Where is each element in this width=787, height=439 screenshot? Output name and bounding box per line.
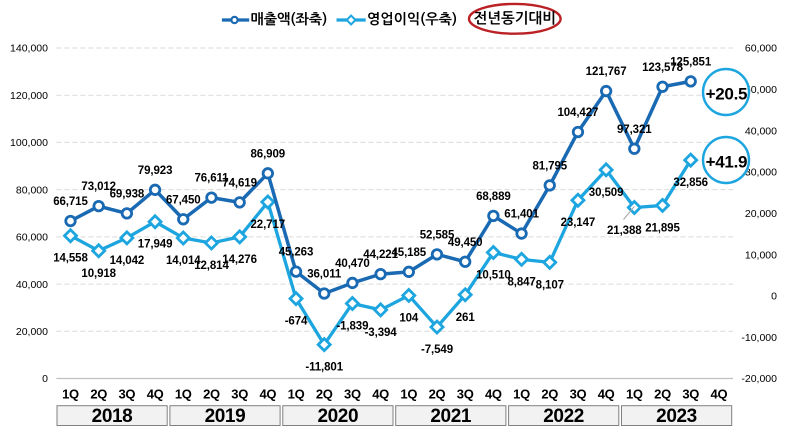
svg-text:-3,394: -3,394 (365, 327, 398, 339)
svg-text:79,923: 79,923 (138, 165, 173, 177)
svg-text:2022: 2022 (543, 406, 584, 427)
svg-text:125,851: 125,851 (670, 56, 712, 68)
svg-text:74,619: 74,619 (222, 177, 257, 189)
svg-text:49,450: 49,450 (448, 237, 483, 249)
svg-text:40,470: 40,470 (335, 258, 370, 270)
svg-text:80,000: 80,000 (16, 184, 48, 196)
svg-text:67,450: 67,450 (166, 194, 201, 206)
svg-text:12,814: 12,814 (194, 260, 229, 272)
svg-text:14,276: 14,276 (222, 254, 257, 266)
svg-text:40,000: 40,000 (16, 279, 48, 291)
svg-text:76,611: 76,611 (195, 173, 230, 185)
svg-text:1Q: 1Q (175, 387, 192, 402)
svg-text:2Q: 2Q (316, 387, 333, 402)
svg-text:10,000: 10,000 (745, 249, 777, 261)
svg-text:20,000: 20,000 (16, 326, 48, 338)
svg-text:30,509: 30,509 (589, 187, 624, 199)
svg-text:17,949: 17,949 (138, 239, 173, 251)
svg-text:2Q: 2Q (429, 387, 446, 402)
svg-text:60,000: 60,000 (745, 43, 777, 55)
svg-text:+20.5: +20.5 (706, 85, 748, 104)
svg-text:123,578: 123,578 (642, 62, 684, 74)
svg-text:14,558: 14,558 (53, 253, 88, 265)
svg-text:+41.9: +41.9 (706, 153, 748, 172)
svg-text:1Q: 1Q (513, 387, 530, 402)
svg-text:40,000: 40,000 (745, 125, 777, 137)
svg-text:100,000: 100,000 (10, 137, 48, 149)
svg-text:45,263: 45,263 (279, 247, 314, 259)
svg-text:52,585: 52,585 (420, 229, 455, 241)
svg-text:14,042: 14,042 (110, 255, 145, 267)
svg-text:3Q: 3Q (231, 387, 248, 402)
svg-text:22,717: 22,717 (251, 219, 286, 231)
svg-text:-11,801: -11,801 (305, 362, 343, 374)
svg-text:8,107: 8,107 (536, 279, 564, 291)
svg-text:1Q: 1Q (400, 387, 417, 402)
svg-text:104: 104 (399, 312, 419, 324)
svg-text:14,014: 14,014 (166, 255, 201, 267)
svg-text:68,889: 68,889 (476, 191, 511, 203)
svg-text:3Q: 3Q (682, 387, 699, 402)
svg-text:97,321: 97,321 (617, 124, 652, 136)
svg-text:21,895: 21,895 (645, 222, 680, 234)
svg-text:1Q: 1Q (288, 387, 305, 402)
svg-text:1Q: 1Q (626, 387, 643, 402)
svg-text:3Q: 3Q (119, 387, 136, 402)
svg-text:20,000: 20,000 (745, 208, 777, 220)
svg-text:-10,000: -10,000 (741, 332, 777, 344)
svg-text:104,427: 104,427 (557, 107, 598, 119)
svg-text:3Q: 3Q (457, 387, 474, 402)
svg-text:-1,839: -1,839 (336, 321, 368, 333)
svg-text:69,938: 69,938 (110, 188, 145, 200)
svg-text:4Q: 4Q (372, 387, 389, 402)
svg-text:66,715: 66,715 (53, 196, 88, 208)
svg-text:261: 261 (456, 312, 476, 324)
svg-text:50,000: 50,000 (745, 84, 777, 96)
svg-text:2021: 2021 (430, 406, 472, 427)
svg-text:30,000: 30,000 (745, 167, 777, 179)
svg-text:4Q: 4Q (485, 387, 502, 402)
svg-text:21,388: 21,388 (607, 225, 642, 237)
svg-text:4Q: 4Q (259, 387, 276, 402)
svg-text:45,185: 45,185 (392, 247, 427, 259)
svg-text:121,767: 121,767 (586, 66, 627, 78)
svg-text:32,856: 32,856 (673, 177, 708, 189)
svg-text:8,847: 8,847 (507, 276, 535, 288)
svg-text:0: 0 (771, 291, 777, 303)
svg-text:140,000: 140,000 (10, 43, 48, 55)
svg-text:81,795: 81,795 (533, 160, 568, 172)
svg-text:60,000: 60,000 (16, 232, 48, 244)
svg-text:4Q: 4Q (147, 387, 164, 402)
svg-text:2Q: 2Q (90, 387, 107, 402)
svg-text:4Q: 4Q (598, 387, 615, 402)
svg-text:44,221: 44,221 (363, 249, 398, 261)
svg-text:3Q: 3Q (570, 387, 587, 402)
svg-text:120,000: 120,000 (10, 90, 48, 102)
svg-text:0: 0 (42, 373, 48, 385)
svg-text:4Q: 4Q (711, 387, 728, 402)
svg-text:73,012: 73,012 (81, 181, 116, 193)
svg-text:3Q: 3Q (344, 387, 361, 402)
svg-text:23,147: 23,147 (561, 217, 596, 229)
svg-text:1Q: 1Q (62, 387, 79, 402)
svg-text:-20,000: -20,000 (741, 373, 777, 385)
svg-text:2Q: 2Q (203, 387, 220, 402)
svg-text:2020: 2020 (317, 406, 358, 427)
svg-text:-7,549: -7,549 (421, 344, 453, 356)
svg-text:2019: 2019 (205, 406, 246, 427)
svg-text:86,909: 86,909 (251, 148, 286, 160)
svg-text:-674: -674 (285, 316, 308, 328)
svg-text:2Q: 2Q (654, 387, 671, 402)
svg-text:2023: 2023 (656, 406, 697, 427)
svg-text:36,011: 36,011 (307, 269, 342, 281)
svg-text:61,401: 61,401 (504, 209, 539, 221)
svg-text:10,510: 10,510 (476, 270, 511, 282)
svg-text:2018: 2018 (92, 406, 133, 427)
svg-text:2Q: 2Q (541, 387, 558, 402)
svg-text:10,918: 10,918 (81, 268, 116, 280)
